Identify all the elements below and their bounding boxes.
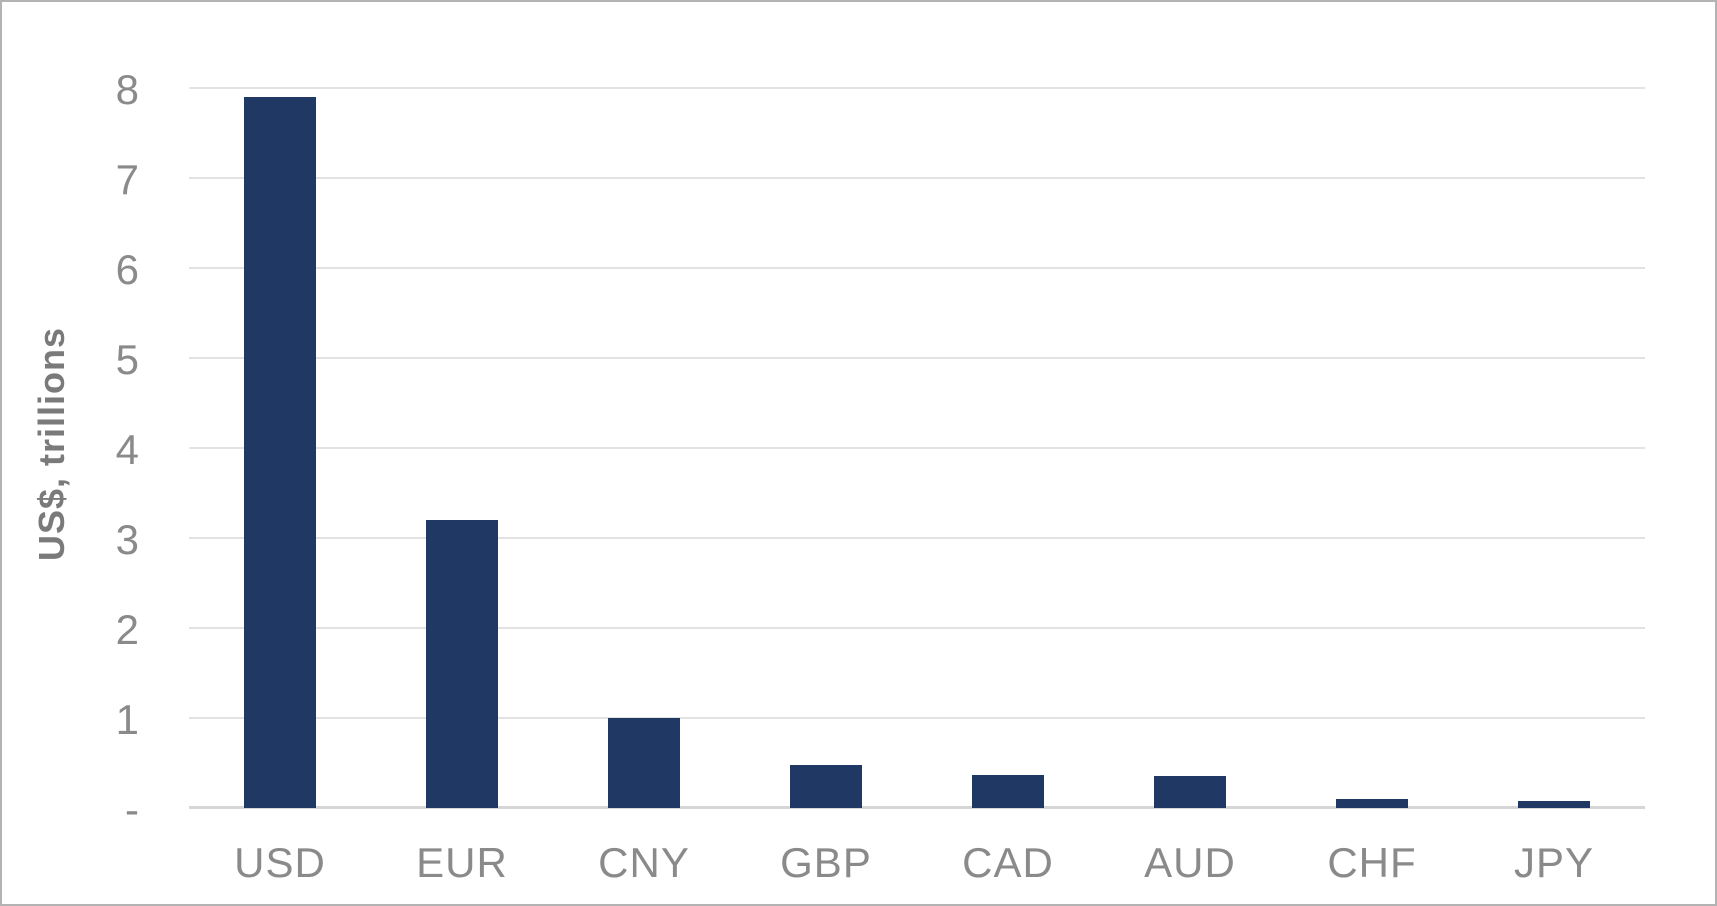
y-tick-label-4: 4: [115, 426, 139, 473]
x-label-gbp: GBP: [780, 839, 872, 886]
y-tick-label-1: 1: [115, 696, 139, 743]
x-label-jpy: JPY: [1513, 839, 1595, 886]
y-tick-label-2: 2: [115, 606, 139, 653]
x-axis-baseline: [189, 806, 1645, 809]
bar-gbp: [790, 764, 862, 808]
bar-jpy: [1518, 800, 1590, 808]
gridline-5: [189, 357, 1645, 359]
bar-cad: [972, 774, 1044, 808]
y-tick-label-3: 3: [115, 516, 139, 563]
y-tick-label-7: 7: [115, 156, 139, 203]
y-tick-label-6: 6: [115, 246, 139, 293]
gridline-8: [189, 87, 1645, 89]
x-label-usd: USD: [234, 839, 326, 886]
bar-aud: [1154, 775, 1226, 808]
x-label-chf: CHF: [1327, 839, 1417, 886]
gridline-1: [189, 717, 1645, 719]
x-label-cny: CNY: [598, 839, 690, 886]
y-tick-label-5: 5: [115, 336, 139, 383]
x-label-eur: EUR: [416, 839, 508, 886]
bar-eur: [426, 520, 498, 808]
gridline-6: [189, 267, 1645, 269]
x-axis-labels: USD EUR CNY GBP CAD AUD CHF JPY: [189, 841, 1645, 885]
y-tick-label-0: -: [125, 786, 139, 833]
gridline-3: [189, 537, 1645, 539]
plot-area: [189, 87, 1645, 809]
gridline-2: [189, 627, 1645, 629]
gridline-7: [189, 177, 1645, 179]
bar-usd: [244, 97, 316, 808]
bar-cny: [608, 718, 680, 808]
x-label-aud: AUD: [1144, 839, 1236, 886]
bar-chf: [1336, 799, 1408, 808]
x-label-cad: CAD: [962, 839, 1054, 886]
y-tick-label-8: 8: [115, 66, 139, 113]
gridline-4: [189, 447, 1645, 449]
